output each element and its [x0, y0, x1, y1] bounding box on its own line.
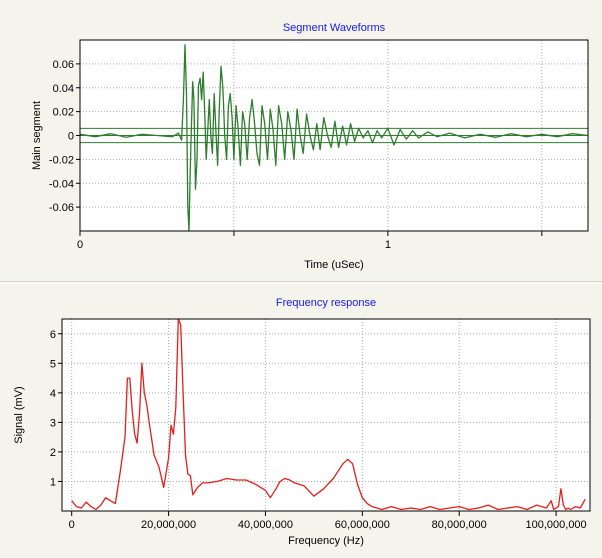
y-tick-label: 1: [50, 476, 56, 488]
plot-frame: [61, 318, 591, 512]
x-axis-label: Time (uSec): [304, 259, 364, 271]
y-tick-label: 0.02: [53, 107, 74, 119]
x-tick-label: 1: [385, 239, 391, 251]
x-tick-label: 40,000,000: [238, 519, 293, 531]
x-axis-label: Frequency (Hz): [288, 535, 364, 547]
y-tick-label: 0.06: [53, 59, 74, 71]
chart-title: Segment Waveforms: [283, 22, 386, 34]
waveform-chart: 0 1 0.06 0.04 0.02 0 -0.02 -0.04 -0.06 Segment Wa…: [31, 22, 589, 271]
x-tick-label: 20,000,000: [141, 519, 196, 531]
y-tick-label: -0.04: [49, 178, 74, 190]
y-axis-label: Signal (mV): [13, 386, 25, 443]
y-tick-label: -0.06: [49, 202, 74, 214]
chart-title: Frequency response: [276, 297, 376, 309]
x-tick-label: 0: [69, 519, 75, 531]
series-line-0: [79, 44, 589, 232]
y-axis-label: Main segment: [31, 101, 43, 170]
y-tick-label: 2: [50, 447, 56, 459]
x-tick-label: 60,000,000: [335, 519, 390, 531]
y-tick-label: 0: [68, 131, 74, 143]
frequency-chart: 0 20,000,000 40,000,000 60,000,000 80,000,00…: [13, 297, 591, 547]
y-tick-label: -0.02: [49, 154, 74, 166]
x-tick-label: 80,000,000: [432, 519, 487, 531]
plot-area: [62, 319, 590, 511]
y-tick-label: 5: [50, 358, 56, 370]
y-tick-label: 6: [50, 329, 56, 341]
series-line-0: [71, 318, 586, 511]
y-tick-label: 4: [50, 388, 56, 400]
y-tick-label: 0.04: [53, 83, 74, 95]
y-tick-label: 3: [50, 417, 56, 429]
panel-divider: [0, 281, 602, 284]
x-tick-label: 0: [77, 239, 83, 251]
x-tick-label: 100,000,000: [526, 519, 587, 531]
